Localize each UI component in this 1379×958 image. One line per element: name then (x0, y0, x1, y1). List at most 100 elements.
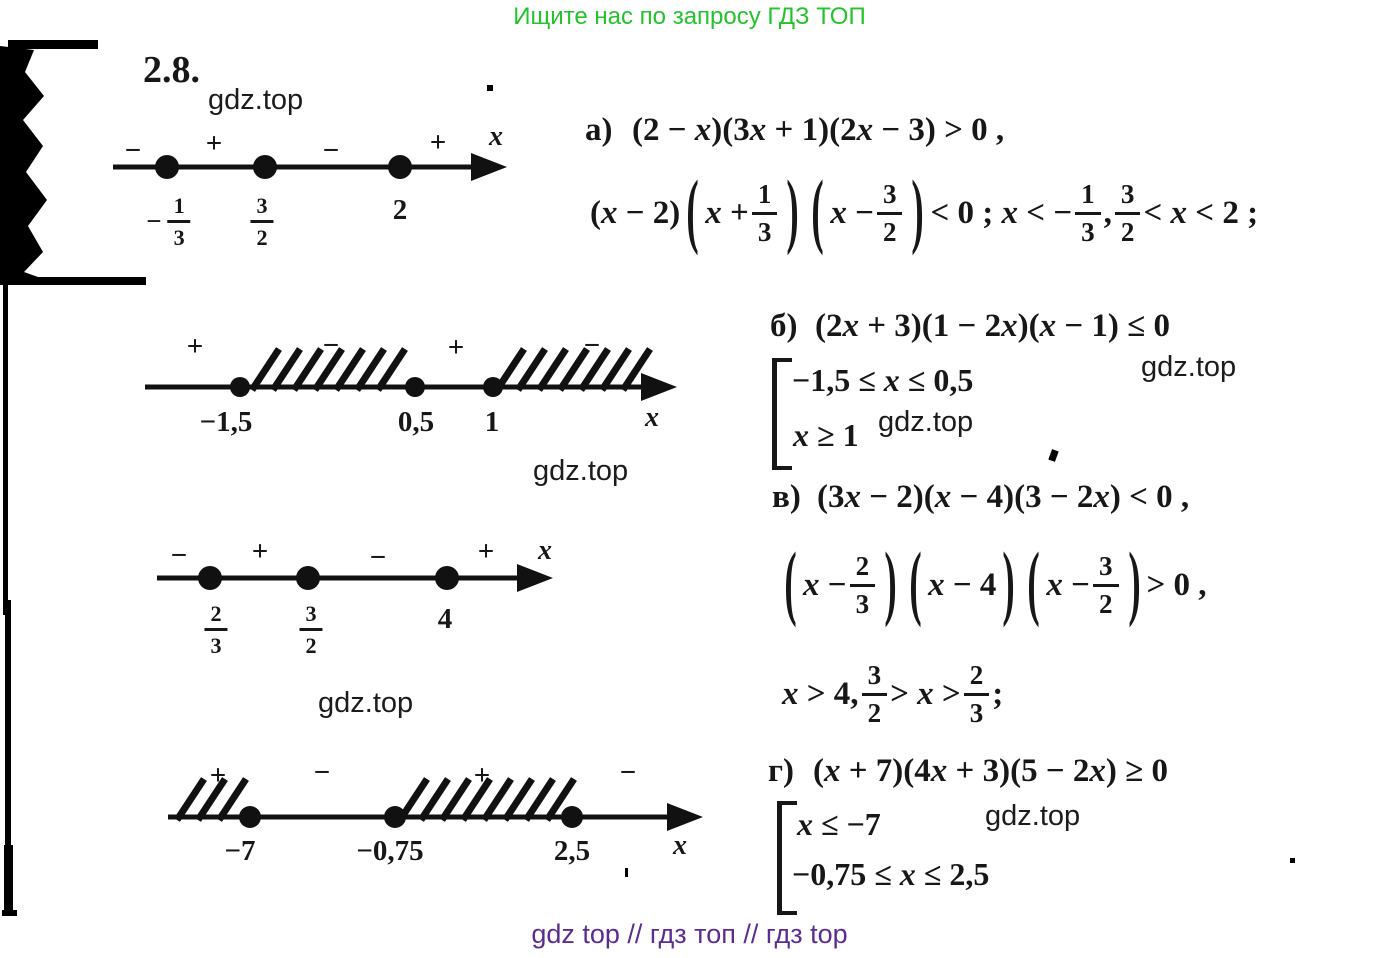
axis-arrowhead (517, 564, 553, 592)
math-text: (x − 2) (590, 194, 681, 231)
big-paren: ) (1002, 537, 1016, 630)
equation-row: (2x + 3)(1 − 2x)(x − 1) ≤ 0 (815, 308, 1170, 345)
number-line-point (384, 806, 406, 828)
math-text: > x > (890, 675, 961, 712)
hatch-stroke (291, 347, 324, 392)
interval-sign: + (477, 535, 495, 568)
math-text: x ≤ −7 (797, 806, 881, 842)
interval-sign: − (313, 756, 331, 789)
part-label: б) (770, 308, 798, 344)
hatch-stroke (312, 347, 345, 392)
big-paren: ) (884, 537, 897, 630)
math-text: ; (992, 675, 1004, 712)
system-bracket (772, 358, 792, 470)
footer-promo-text: gdz top // гдз топ // гдз top (531, 919, 848, 949)
number-line-point (405, 377, 425, 397)
number-line-point (155, 155, 179, 179)
axis-arrowhead (641, 373, 677, 401)
hatch-stroke (557, 347, 590, 392)
number-line-point (561, 806, 583, 828)
point-value-label: −0,75 (356, 835, 424, 867)
hatch-stroke (270, 347, 303, 392)
number-line-point (230, 377, 250, 397)
equation-row: (x − 2 3)(x − 4)(x − 3 2) > 0 , (778, 536, 1207, 634)
number-line-point (198, 566, 222, 590)
watermark-text: gdz.top (208, 84, 304, 116)
point-value-label: −1 3 (146, 194, 193, 249)
hatch-stroke (544, 777, 577, 822)
hatch-stroke (439, 777, 472, 822)
hatch-stroke (515, 347, 548, 392)
big-paren: ) (1127, 537, 1141, 630)
math-text: , (1103, 194, 1112, 231)
scan-artifact-speck (487, 85, 493, 91)
watermark-text: gdz.top (533, 455, 629, 487)
equation-row: (2 − x)(3x + 1)(2x − 3) > 0 , (632, 112, 1004, 149)
equation-row: (x + 7)(4x + 3)(5 − 2x) ≥ 0 (813, 753, 1168, 790)
interval-sign: + (205, 127, 223, 160)
equation-row: (x − 2)(x + 1 3)(x − 3 2) < 0 ; x < −1 3, 3… (590, 164, 1258, 262)
math-text: x − (830, 194, 874, 231)
math-text: < 0 ; x < − (930, 194, 1073, 231)
hatch-stroke (523, 777, 556, 822)
watermark-text: gdz.top (985, 800, 1081, 832)
interval-sign: + (209, 759, 227, 792)
interval-sign: − (322, 329, 340, 362)
math-text: −1,5 ≤ x ≤ 0,5 (792, 362, 974, 398)
scan-artifact-line (5, 600, 11, 855)
big-paren: ) (786, 165, 800, 258)
interval-sign: − (322, 134, 340, 167)
point-value-label: 1 (484, 406, 500, 438)
hatch-stroke (578, 347, 611, 392)
point-value-label: 4 (437, 603, 453, 635)
big-paren: ( (909, 537, 922, 630)
system-bracket (777, 801, 797, 915)
hatch-stroke (354, 347, 387, 392)
number-line-point (239, 806, 261, 828)
system-row: −1,5 ≤ x ≤ 0,5 (792, 362, 973, 399)
big-paren: ( (1027, 537, 1041, 630)
math-text: x − (803, 566, 847, 603)
point-value-label: 0,5 (397, 406, 435, 438)
hatch-stroke (333, 347, 366, 392)
scan-artifact-speck (1290, 858, 1295, 863)
math-text: < x < 2 ; (1143, 194, 1259, 231)
hatch-stroke (536, 347, 569, 392)
point-value-label: 2 (392, 194, 408, 226)
point-value-label: −1,5 (199, 406, 253, 438)
interval-sign: + (251, 535, 269, 568)
hatch-stroke (375, 347, 408, 392)
big-paren: ( (686, 165, 699, 258)
math-text: x + (705, 194, 749, 231)
interval-sign: − (583, 329, 601, 362)
part-label: г) (768, 753, 794, 789)
number-line-point (296, 566, 320, 590)
point-value-label: 2,5 (553, 835, 591, 867)
scan-artifact-line (3, 285, 8, 615)
number-line-point (388, 155, 412, 179)
interval-sign: − (619, 756, 637, 789)
math-text: > 0 , (1146, 566, 1207, 603)
scan-artifact-line (2, 910, 17, 916)
math-text: x − 4 (928, 566, 997, 603)
hatch-stroke (620, 347, 653, 392)
hatch-stroke (249, 347, 282, 392)
axis-x-label: x (673, 830, 687, 861)
math-text: (x + 7)(4x + 3)(5 − 2x) ≥ 0 (813, 753, 1168, 789)
number-line-point (253, 155, 277, 179)
interval-sign: − (170, 539, 188, 572)
hatch-stroke (599, 347, 632, 392)
axis-x-label: x (489, 121, 503, 152)
